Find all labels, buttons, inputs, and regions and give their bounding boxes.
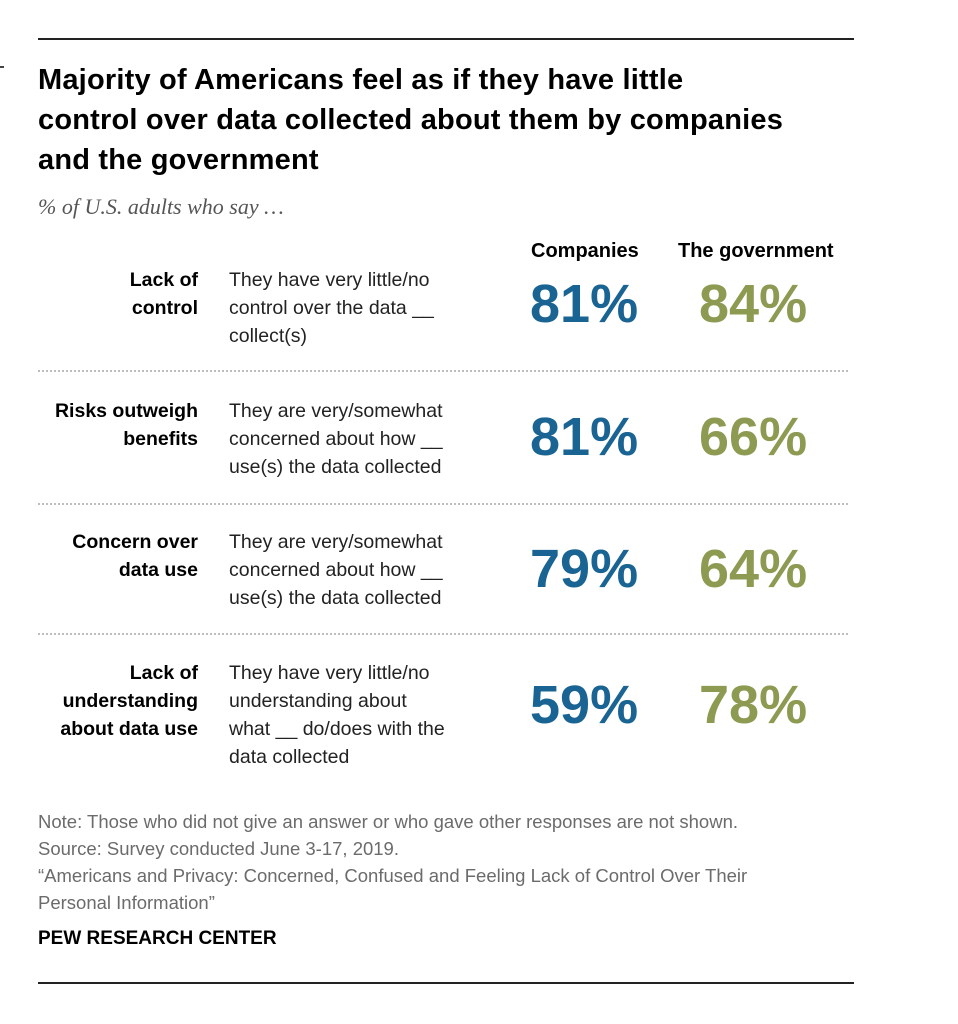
value-companies: 81%: [530, 274, 639, 334]
row-description-line: They have very little/no: [229, 662, 430, 684]
row-description-line: data collected: [229, 746, 350, 768]
value-government: 66%: [699, 407, 808, 467]
row-label-line: control: [131, 297, 198, 319]
row-label-line: Concern over: [72, 531, 198, 553]
row-label-line: data use: [118, 559, 198, 581]
column-header-government: The government: [678, 240, 834, 262]
chart-subtitle: % of U.S. adults who say …: [38, 194, 284, 219]
row-description-line: collect(s): [229, 325, 308, 347]
note-line: Note: Those who did not give an answer o…: [38, 811, 738, 832]
row-description-line: concerned about how __: [229, 428, 443, 450]
value-government: 84%: [699, 274, 808, 334]
report-title-line: “Americans and Privacy: Concerned, Confu…: [38, 865, 748, 886]
row-description-line: use(s) the data collected: [229, 587, 442, 609]
title-line: and the government: [38, 144, 319, 176]
edge-mark: [0, 66, 4, 68]
row-description: They have very little/no control over th…: [229, 266, 509, 350]
row-label: Risks outweigh benefits: [55, 397, 198, 453]
row-label: Concern over data use: [72, 528, 198, 584]
row-description-line: understanding about: [229, 690, 407, 712]
row-label: Lack of control: [130, 266, 198, 322]
row-description-line: use(s) the data collected: [229, 456, 442, 478]
row-divider: [38, 370, 848, 372]
bottom-rule: [38, 982, 854, 984]
column-header-companies: Companies: [531, 240, 639, 262]
row-divider: [38, 503, 848, 505]
row-label-line: benefits: [123, 428, 198, 450]
value-companies: 59%: [530, 675, 639, 735]
row-description: They have very little/no understanding a…: [229, 659, 509, 771]
value-government: 64%: [699, 539, 808, 599]
row-label-line: Lack of: [129, 662, 198, 684]
row-description: They are very/somewhat concerned about h…: [229, 397, 509, 481]
row-description-line: what __ do/does with the: [229, 718, 445, 740]
row-description-line: They are very/somewhat: [229, 400, 443, 422]
report-title-line: Personal Information”: [38, 892, 215, 913]
source-line: Source: Survey conducted June 3-17, 2019…: [38, 838, 399, 859]
row-label-line: Lack of: [129, 269, 198, 291]
row-description-line: They are very/somewhat: [229, 531, 443, 553]
title-line: Majority of Americans feel as if they ha…: [38, 64, 684, 96]
row-description-line: concerned about how __: [229, 559, 443, 581]
row-label-line: Risks outweigh: [54, 400, 198, 422]
value-government: 78%: [699, 675, 808, 735]
top-rule: [38, 38, 854, 40]
row-divider: [38, 633, 848, 635]
chart-title: Majority of Americans feel as if they ha…: [38, 60, 858, 180]
value-companies: 81%: [530, 407, 639, 467]
row-label-line: understanding: [62, 690, 198, 712]
row-description-line: control over the data __: [229, 297, 434, 319]
title-line: control over data collected about them b…: [38, 104, 784, 136]
row-label-line: about data use: [60, 718, 198, 740]
brand-label: PEW RESEARCH CENTER: [38, 928, 277, 949]
footnote: Note: Those who did not give an answer o…: [38, 808, 858, 916]
row-description: They are very/somewhat concerned about h…: [229, 528, 509, 612]
row-label: Lack of understanding about data use: [60, 659, 198, 743]
row-description-line: They have very little/no: [229, 269, 430, 291]
value-companies: 79%: [530, 539, 639, 599]
